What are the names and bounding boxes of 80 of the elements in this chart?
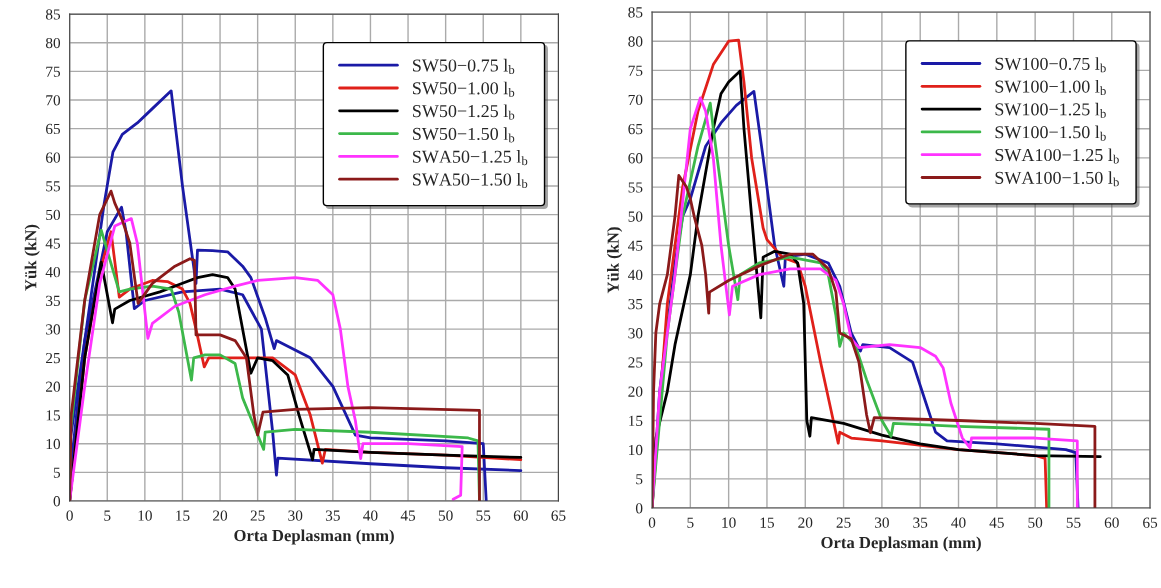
y-tick-label: 10 (629, 444, 643, 456)
x-tick-label: 30 (288, 510, 303, 521)
x-tick-label: 50 (438, 510, 453, 521)
x-tick-label: 15 (176, 510, 190, 521)
x-tick-label: 0 (648, 517, 656, 528)
legend-label: SWA100−1.25 l$_{b}$ (995, 148, 1119, 164)
y-tick-label: 30 (46, 324, 61, 335)
y-tick-label: 85 (45, 9, 61, 20)
y-tick-label: 10 (46, 438, 61, 450)
y-tick-label: 55 (628, 182, 643, 193)
x-tick-label: 35 (913, 517, 928, 528)
y-tick-label: 75 (46, 66, 61, 77)
y-tick-label: 25 (628, 357, 643, 368)
x-tick-label: 45 (989, 517, 1004, 528)
y-tick-label: 75 (628, 65, 643, 76)
x-tick-label: 40 (951, 517, 966, 528)
x-tick-label: 30 (874, 517, 889, 528)
legend-label: SW50−1.50 l$_{b}$ (413, 127, 515, 143)
x-tick-label: 65 (1143, 517, 1158, 528)
y-tick-label: 45 (45, 238, 61, 249)
y-tick-label: 35 (46, 295, 61, 306)
legend-label: SW100−1.50 l$_{b}$ (995, 125, 1106, 141)
y-axis-title: Yük (kN) (24, 224, 40, 291)
x-tick-label: 35 (325, 510, 340, 521)
y-tick-label: 20 (628, 386, 643, 397)
x-tick-label: 25 (836, 517, 851, 528)
y-tick-label: 80 (45, 37, 61, 49)
legend-label: SW100−0.75 l$_{b}$ (995, 57, 1106, 73)
x-tick-label: 10 (138, 510, 152, 521)
y-tick-label: 5 (636, 474, 643, 485)
y-tick-label: 60 (46, 152, 61, 163)
y-tick-label: 55 (46, 181, 61, 192)
y-tick-label: 85 (628, 7, 643, 18)
x-tick-label: 50 (1028, 517, 1043, 528)
legend-label: SW100−1.25 l$_{b}$ (995, 102, 1106, 118)
y-tick-label: 0 (53, 496, 61, 507)
y-tick-label: 70 (46, 95, 61, 106)
y-tick-label: 50 (628, 211, 643, 222)
y-tick-label: 60 (628, 153, 643, 164)
y-tick-label: 65 (628, 123, 643, 135)
x-tick-label: 10 (722, 517, 736, 528)
y-tick-label: 0 (635, 503, 643, 514)
y-tick-label: 40 (45, 267, 61, 278)
x-tick-label: 20 (798, 517, 813, 528)
x-tick-label: 60 (1104, 517, 1119, 528)
y-tick-label: 20 (46, 381, 61, 392)
x-tick-label: 0 (66, 510, 73, 521)
x-tick-label: 20 (213, 510, 228, 521)
y-tick-label: 70 (628, 94, 643, 106)
y-tick-label: 30 (628, 328, 643, 339)
x-tick-label: 5 (687, 517, 694, 528)
y-tick-label: 80 (628, 36, 643, 47)
legend-label: SW50−1.00 l$_{b}$ (413, 81, 515, 97)
x-tick-label: 60 (513, 510, 528, 521)
y-tick-label: 65 (46, 123, 61, 135)
x-tick-label: 55 (1066, 517, 1081, 528)
x-tick-label: 15 (760, 517, 774, 528)
y-tick-label: 50 (46, 209, 61, 221)
y-tick-label: 45 (628, 240, 643, 251)
y-tick-label: 5 (53, 467, 61, 478)
legend-label: SW50−0.75 l$_{b}$ (413, 58, 515, 74)
x-tick-label: 55 (476, 510, 491, 521)
x-axis-title: Orta Deplasman (mm) (821, 536, 981, 552)
y-tick-label: 35 (628, 298, 643, 310)
x-tick-label: 65 (551, 510, 566, 521)
legend-label: SWA100−1.50 l$_{b}$ (995, 171, 1119, 187)
x-tick-label: 45 (400, 510, 416, 521)
x-axis-title: Orta Deplasman (mm) (234, 529, 394, 545)
x-tick-label: 25 (250, 510, 265, 521)
y-tick-label: 15 (46, 410, 61, 421)
legend-label: SW50−1.25 l$_{b}$ (413, 104, 515, 120)
y-tick-label: 25 (46, 352, 61, 364)
y-tick-label: 15 (629, 415, 643, 426)
legend-label: SW100−1.00 l$_{b}$ (995, 79, 1106, 96)
y-axis-title: Yük (kN) (607, 227, 623, 294)
x-tick-label: 5 (104, 510, 111, 521)
y-tick-label: 40 (628, 269, 643, 281)
x-tick-label: 40 (363, 510, 378, 521)
legend-label: SWA50−1.50 l$_{b}$ (413, 172, 528, 189)
legend-label: SWA50−1.25 l$_{b}$ (413, 150, 528, 166)
